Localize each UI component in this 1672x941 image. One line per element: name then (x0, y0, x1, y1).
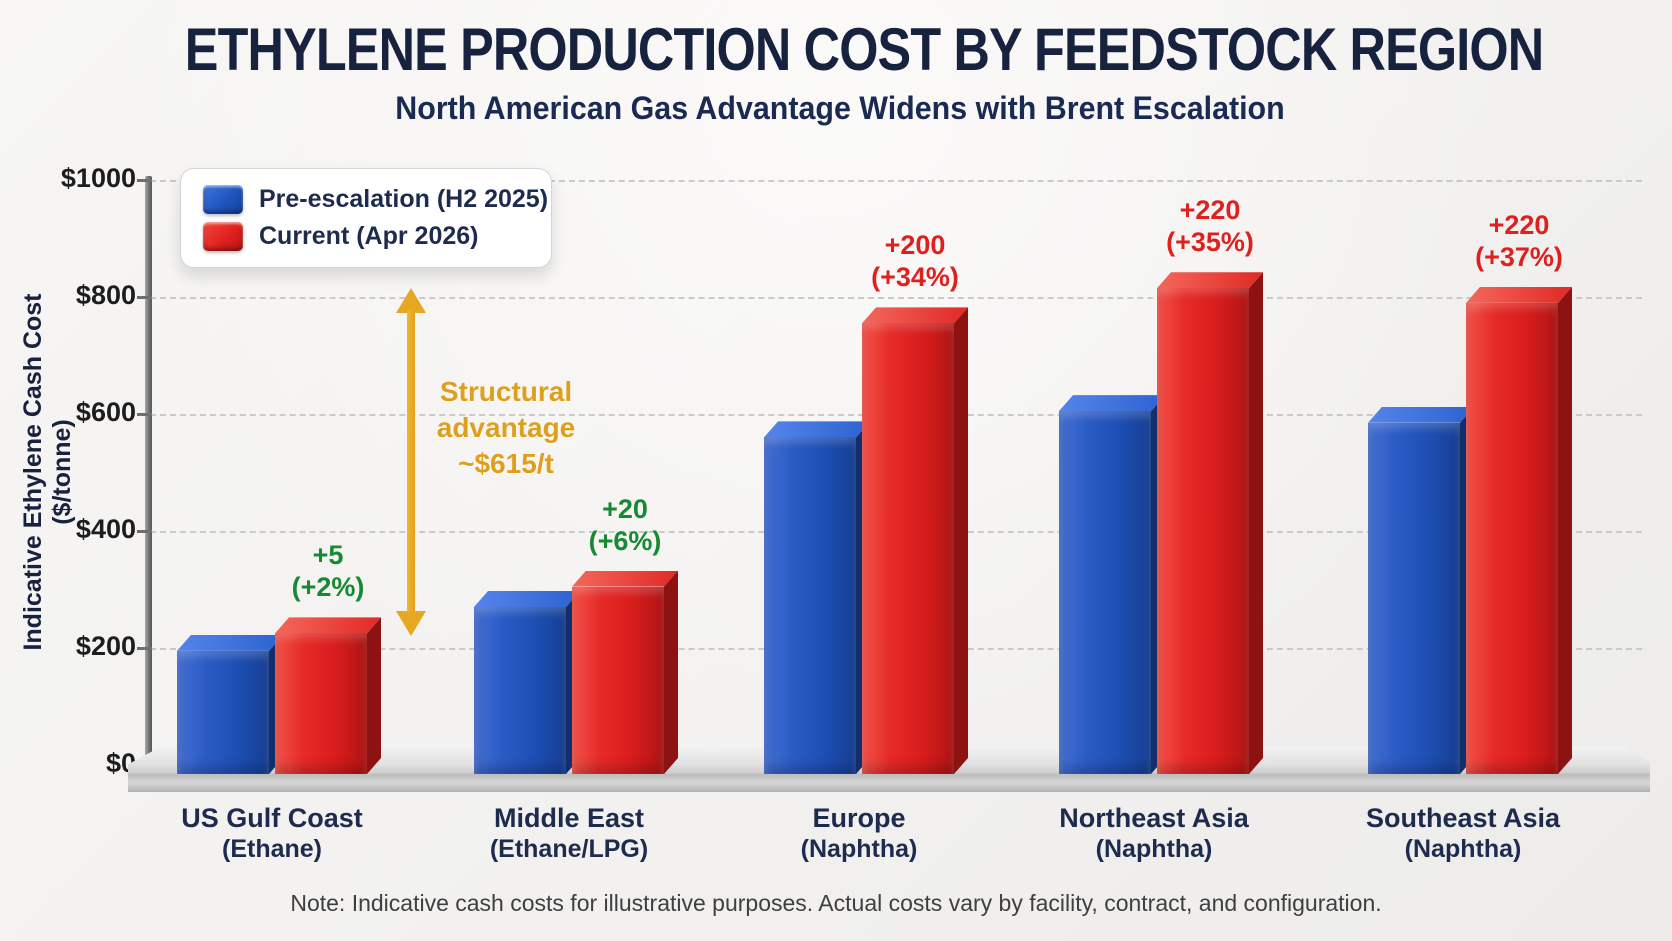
bar-pre-escalation-europe (764, 421, 870, 774)
y-tick-mark (137, 413, 152, 416)
legend-swatch-blue-icon (203, 185, 243, 214)
x-category-label-middle-east: Middle East (Ethane/LPG) (489, 803, 649, 863)
chart-subtitle: North American Gas Advantage Widens with… (395, 90, 1285, 126)
footnote: Note: Indicative cash costs for illustra… (290, 890, 1382, 916)
delta-annotation-northeast-asia: +220 (+35%) (1166, 195, 1254, 258)
gridline (150, 297, 1642, 299)
y-tick-label: $600 (75, 397, 136, 427)
structural-advantage-arrow-up-icon (396, 288, 426, 313)
y-tick-label: $200 (75, 631, 136, 661)
legend-item-pre-escalation: Pre-escalation (H2 2025) (181, 185, 551, 214)
x-category-label-europe: Europe (Naphtha) (800, 803, 918, 863)
y-tick-mark (137, 647, 152, 650)
y-tick-label: $1000 (60, 163, 136, 193)
structural-advantage-line3: ~$615/t (458, 448, 554, 479)
bar-pre-escalation-middle-east (474, 591, 580, 774)
bar-current-middle-east (572, 570, 678, 774)
structural-advantage-line1: Structural (439, 376, 573, 407)
bar-current-europe (862, 307, 968, 774)
structural-advantage-line2: advantage (436, 412, 576, 443)
x-category-label-southeast-asia: Southeast Asia (Naphtha) (1365, 803, 1561, 863)
legend-label: Current (Apr 2026) (259, 222, 479, 250)
delta-annotation-southeast-asia: +220 (+37%) (1475, 209, 1563, 272)
delta-annotation-europe: +200 (+34%) (871, 230, 959, 293)
bar-pre-escalation-northeast-asia (1059, 395, 1165, 774)
y-tick-mark (137, 530, 152, 533)
legend-swatch-red-icon (203, 222, 243, 251)
delta-annotation-us-gulf-coast: +5 (+2%) (291, 540, 365, 603)
y-tick-mark (137, 179, 152, 182)
legend-item-current: Current (Apr 2026) (181, 222, 551, 251)
chart-title: ETHYLENE PRODUCTION COST BY FEEDSTOCK RE… (184, 16, 1544, 83)
y-tick-label: $800 (75, 280, 136, 310)
x-category-label-us-gulf-coast: US Gulf Coast (Ethane) (181, 803, 363, 863)
structural-advantage-arrow-down-icon (396, 611, 426, 636)
y-tick-label: $400 (75, 514, 136, 544)
bar-current-northeast-asia (1157, 272, 1263, 774)
delta-annotation-middle-east: +20 (+6%) (588, 493, 662, 556)
y-tick-mark (137, 296, 152, 299)
y-tick-label: $0 (105, 748, 136, 778)
bar-current-us-gulf-coast (275, 617, 381, 774)
gridline (150, 180, 1642, 182)
x-category-label-northeast-asia: Northeast Asia (Naphtha) (1059, 803, 1249, 863)
bar-pre-escalation-us-gulf-coast (177, 634, 283, 774)
chart-header: ETHYLENE PRODUCTION COST BY FEEDSTOCK RE… (60, 16, 1620, 127)
bar-pre-escalation-southeast-asia (1368, 406, 1474, 774)
legend: Pre-escalation (H2 2025) Current (Apr 20… (180, 168, 552, 268)
y-axis-line (145, 176, 152, 768)
bar-current-southeast-asia (1466, 286, 1572, 774)
structural-advantage-arrow-shaft (407, 310, 415, 614)
legend-label: Pre-escalation (H2 2025) (259, 185, 549, 213)
structural-advantage-label: Structural advantage ~$615/t (416, 374, 596, 482)
